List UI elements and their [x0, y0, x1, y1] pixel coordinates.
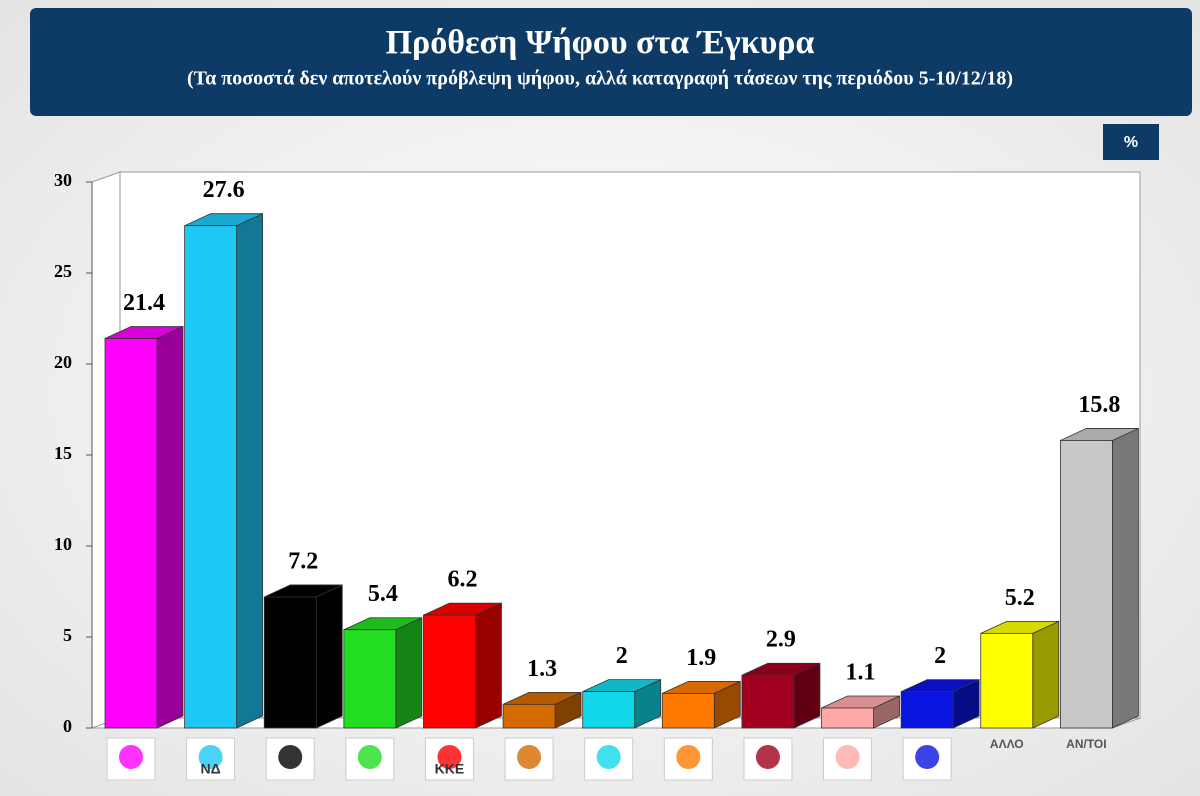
party-logo-mark [357, 745, 382, 769]
party-logo-mark [676, 745, 701, 769]
party-logo-mark [278, 745, 303, 769]
party-logo-mark [198, 745, 223, 769]
unit-label: % [1124, 134, 1138, 151]
bar [900, 691, 954, 729]
bar [661, 693, 715, 729]
value-label: 1.9 [686, 645, 716, 671]
bar [980, 632, 1034, 729]
x-tick-label: ΑΛΛΟ [990, 737, 1024, 751]
y-tick-label: 10 [54, 534, 72, 554]
bar [821, 707, 874, 729]
value-label: 5.2 [1005, 585, 1035, 611]
value-label: 21.4 [123, 290, 165, 316]
bar-side [395, 617, 423, 729]
x-tick-label: ΚΚΕ [435, 761, 465, 777]
party-logo-mark [915, 745, 940, 769]
party-logo-mark [517, 745, 542, 769]
bar [1059, 440, 1113, 729]
party-logo-mark [835, 745, 860, 769]
y-tick-label: 15 [54, 443, 72, 463]
value-label: 7.2 [288, 548, 318, 574]
value-label: 1.1 [846, 659, 876, 685]
bar-side [1032, 620, 1060, 729]
bar-side [156, 325, 184, 729]
value-label: 2 [934, 643, 946, 669]
header [30, 8, 1192, 116]
y-tick-label: 30 [54, 170, 72, 190]
bar [582, 691, 636, 729]
value-label: 5.4 [368, 581, 398, 607]
y-tick-label: 20 [54, 352, 72, 372]
y-tick-label: 0 [63, 716, 72, 736]
x-tick-label: ΑΝ/ΤΟΙ [1066, 737, 1106, 751]
bar-side [1111, 427, 1139, 729]
bar [184, 225, 238, 729]
y-tick-label: 5 [63, 625, 72, 645]
value-label: 6.2 [447, 567, 477, 593]
chart-subtitle: (Τα ποσοστά δεν αποτελούν πρόβλεψη ψήφου… [187, 68, 1013, 90]
chart-title: Πρόθεση Ψήφου στα Έγκυρα [386, 24, 815, 61]
bar-side [236, 213, 264, 729]
party-logo-mark [437, 745, 462, 769]
x-tick-label: ΝΔ [201, 761, 221, 777]
bar-side [475, 602, 502, 729]
y-tick-label: 25 [54, 261, 72, 281]
bar [343, 629, 397, 729]
unit-box [1103, 124, 1159, 160]
party-logo-mark [596, 745, 621, 769]
bar [263, 596, 317, 729]
bar-side [315, 584, 343, 729]
value-label: 1.3 [527, 656, 557, 682]
party-logo-mark [755, 745, 780, 769]
bar [423, 614, 476, 729]
value-label: 2.9 [766, 627, 796, 653]
bar [502, 703, 556, 729]
party-logo-mark [119, 745, 143, 769]
value-label: 2 [616, 643, 628, 669]
bar [741, 674, 795, 729]
value-label: 27.6 [203, 177, 245, 203]
bar [104, 338, 158, 729]
value-label: 15.8 [1078, 392, 1120, 418]
